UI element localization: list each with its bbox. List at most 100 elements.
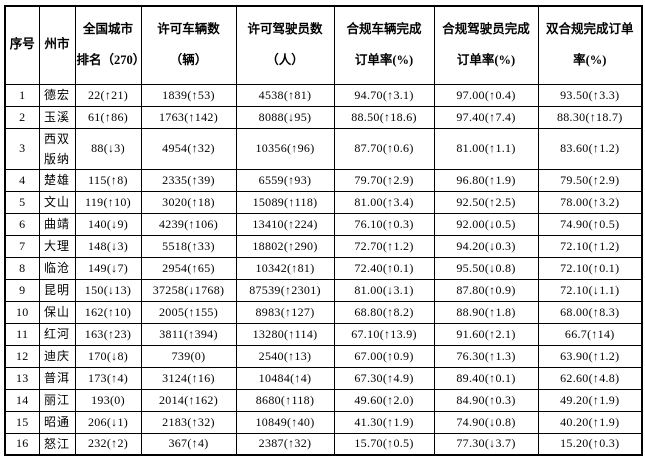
cell-compliant_vehicle_order_rate: 94.70(↑3.1) (333, 83, 435, 107)
table-row: 2 玉溪 61(↑86) 1763(↑142) 8088(↓95) 88.50(↑18.6… (4, 105, 643, 129)
table-row: 5 文山 119(↑10) 3020(↑18) 15089(↑118) 81.00(↑3.… (4, 190, 643, 214)
cell-city: 普洱 (38, 366, 76, 390)
cell-index: 3 (4, 127, 40, 170)
cell-licensed_drivers: 4538(↑81) (235, 83, 335, 107)
cell-licensed_drivers: 15089(↑118) (235, 190, 335, 214)
table-row: 15 昭通 206(↓1) 2183(↑32) 10849(↑40) 41.30(↑1.9… (4, 410, 643, 434)
cell-licensed_drivers: 10356(↑96) (235, 127, 335, 170)
compliance-table: 序号 州市 全国城市 排名（270） (4, 5, 643, 456)
cell-licensed_drivers: 13280(↑114) (235, 322, 335, 346)
cell-licensed_drivers: 13410(↑224) (235, 212, 335, 236)
cell-licensed_vehicles: 367(↑4) (140, 432, 237, 456)
cell-compliant_driver_order_rate: 81.00(↑1.1) (433, 127, 539, 170)
cell-dual_compliance_order_rate: 66.7(↑14) (537, 322, 643, 346)
cell-licensed_drivers: 87539(↑2301) (235, 278, 335, 302)
cell-compliant_driver_order_rate: 94.20(↓0.3) (433, 234, 539, 258)
cell-compliant_driver_order_rate: 74.90(↓0.8) (433, 410, 539, 434)
cell-index: 2 (4, 105, 40, 129)
cell-compliant_vehicle_order_rate: 76.10(↑0.3) (333, 212, 435, 236)
cell-licensed_vehicles: 1839(↑53) (140, 83, 237, 107)
cell-dual_compliance_order_rate: 15.20(↑0.3) (537, 432, 643, 456)
cell-compliant_driver_order_rate: 92.00(↓0.5) (433, 212, 539, 236)
cell-compliant_driver_order_rate: 77.30(↓3.7) (433, 432, 539, 456)
cell-city: 德宏 (38, 83, 76, 107)
cell-national_rank: 162(↑10) (74, 300, 142, 324)
cell-index: 11 (4, 322, 40, 346)
cell-licensed_vehicles: 3811(↑394) (140, 322, 237, 346)
col-header-licensed-drivers: 许可驾驶员数 （人） (235, 5, 335, 85)
cell-dual_compliance_order_rate: 88.30(↑18.7) (537, 105, 643, 129)
header-row: 序号 州市 全国城市 排名（270） (4, 5, 643, 85)
cell-compliant_driver_order_rate: 95.50(↓0.8) (433, 256, 539, 280)
cell-dual_compliance_order_rate: 72.10(↓1.1) (537, 278, 643, 302)
cell-national_rank: 61(↑86) (74, 105, 142, 129)
cell-compliant_driver_order_rate: 91.60(↑2.1) (433, 322, 539, 346)
cell-licensed_vehicles: 3124(↑16) (140, 366, 237, 390)
cell-index: 10 (4, 300, 40, 324)
table-row: 7 大理 148(↓3) 5518(↑33) 18802(↑290) 72.70(↑1.2… (4, 234, 643, 258)
cell-licensed_vehicles: 2954(↑65) (140, 256, 237, 280)
cell-national_rank: 115(↑8) (74, 168, 142, 192)
header-line: （人） (266, 53, 304, 68)
cell-city: 临沧 (38, 256, 76, 280)
cell-national_rank: 149(↓7) (74, 256, 142, 280)
cell-dual_compliance_order_rate: 62.60(↑4.8) (537, 366, 643, 390)
cell-dual_compliance_order_rate: 74.90(↑0.5) (537, 212, 643, 236)
cell-city: 怒江 (38, 432, 76, 456)
cell-licensed_vehicles: 4239(↑106) (140, 212, 237, 236)
cell-dual_compliance_order_rate: 40.20(↑1.9) (537, 410, 643, 434)
cell-city: 文山 (38, 190, 76, 214)
col-header-dual-compliance-order-rate: 双合规完成订单 率(%) (537, 5, 643, 85)
cell-compliant_driver_order_rate: 89.40(↑0.1) (433, 366, 539, 390)
cell-dual_compliance_order_rate: 63.90(↑1.2) (537, 344, 643, 368)
cell-compliant_driver_order_rate: 96.80(↑1.9) (433, 168, 539, 192)
header-line: 双合规完成订单 (545, 21, 634, 36)
cell-index: 5 (4, 190, 40, 214)
cell-dual_compliance_order_rate: 72.10(↑1.2) (537, 234, 643, 258)
cell-licensed_drivers: 6559(↑93) (235, 168, 335, 192)
header-line: 全国城市 (82, 21, 133, 36)
cell-national_rank: 170(↓8) (74, 344, 142, 368)
cell-index: 16 (4, 432, 40, 456)
cell-compliant_vehicle_order_rate: 79.70(↑2.9) (333, 168, 435, 192)
cell-licensed_drivers: 10484(↑4) (235, 366, 335, 390)
header-line: 率(%) (573, 53, 607, 68)
cell-national_rank: 119(↑10) (74, 190, 142, 214)
cell-dual_compliance_order_rate: 79.50(↑2.9) (537, 168, 643, 192)
table-row: 13 普洱 173(↑4) 3124(↑16) 10484(↑4) 67.30(↑4.9)… (4, 366, 643, 390)
cell-licensed_drivers: 8680(↑118) (235, 388, 335, 412)
table-row: 8 临沧 149(↓7) 2954(↑65) 10342(↑81) 72.40(↑0.1)… (4, 256, 643, 280)
cell-compliant_driver_order_rate: 92.50(↑2.5) (433, 190, 539, 214)
cell-city: 迪庆 (38, 344, 76, 368)
header-line: 订单率(%) (456, 53, 516, 68)
table-row: 6 曲靖 140(↓9) 4239(↑106) 13410(↑224) 76.10(↑0.… (4, 212, 643, 236)
cell-city: 红河 (38, 322, 76, 346)
col-header-index: 序号 (4, 5, 40, 85)
cell-compliant_vehicle_order_rate: 67.10(↑13.9) (333, 322, 435, 346)
cell-city: 玉溪 (38, 105, 76, 129)
cell-compliant_driver_order_rate: 97.00(↑0.4) (433, 83, 539, 107)
header-line: 排名（270） (76, 53, 141, 68)
cell-national_rank: 193(0) (74, 388, 142, 412)
table-row: 10 保山 162(↑10) 2005(↑155) 8983(↑127) 68.80(↑8… (4, 300, 643, 324)
cell-licensed_drivers: 10849(↑40) (235, 410, 335, 434)
cell-compliant_vehicle_order_rate: 81.00(↑3.4) (333, 190, 435, 214)
cell-national_rank: 232(↑2) (74, 432, 142, 456)
cell-licensed_drivers: 18802(↑290) (235, 234, 335, 258)
cell-compliant_driver_order_rate: 84.90(↑0.3) (433, 388, 539, 412)
table-row: 4 楚雄 115(↑8) 2335(↑39) 6559(↑93) 79.70(↑2.9) 9… (4, 168, 643, 192)
cell-licensed_vehicles: 3020(↑18) (140, 190, 237, 214)
header-line: 合规驾驶员完成 (442, 21, 530, 36)
header-line: 许可驾驶员数 (247, 21, 323, 36)
header-line: 合规车辆完成 (346, 21, 422, 36)
cell-licensed_drivers: 2540(↑13) (235, 344, 335, 368)
cell-compliant_vehicle_order_rate: 72.40(↑0.1) (333, 256, 435, 280)
cell-licensed_drivers: 8983(↑127) (235, 300, 335, 324)
table-body: 1 德宏 22(↑21) 1839(↑53) 4538(↑81) 94.70(↑3.1) 9… (4, 83, 643, 456)
cell-compliant_vehicle_order_rate: 67.30(↑4.9) (333, 366, 435, 390)
cell-national_rank: 150(↓13) (74, 278, 142, 302)
col-header-compliant-driver-order-rate: 合规驾驶员完成 订单率(%) (433, 5, 539, 85)
cell-dual_compliance_order_rate: 68.00(↑8.3) (537, 300, 643, 324)
cell-dual_compliance_order_rate: 72.10(↑0.1) (537, 256, 643, 280)
